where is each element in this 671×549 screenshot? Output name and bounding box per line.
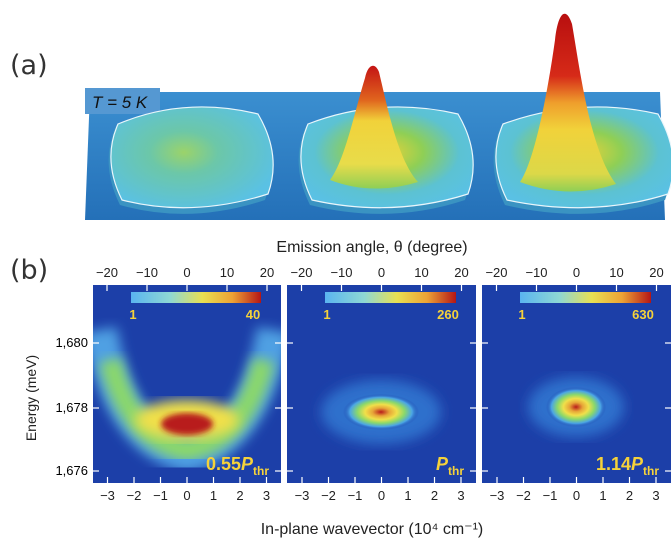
top-tick-label: 10 [609,265,623,280]
bottom-tick-label: 0 [573,488,580,503]
bottom-tick-label: 0 [183,488,190,503]
top-tick-label: 0 [573,265,580,280]
top-tick-label: −20 [96,265,118,280]
colorbar [131,292,261,303]
top-tick-label: −20 [290,265,312,280]
y-tick-label: 1,676 [55,463,88,478]
bottom-tick-label: −1 [348,488,363,503]
colorbar-min-label: 1 [518,307,525,322]
colorbar-max-label: 630 [632,307,654,322]
top-tick-label: 10 [414,265,428,280]
bottom-tick-label: −3 [100,488,115,503]
dispersion-map-low-power [93,285,281,483]
top-tick-label: 20 [649,265,663,280]
top-tick-label: 20 [454,265,468,280]
colorbar-max-label: 40 [246,307,260,322]
bottom-tick-label: −2 [127,488,142,503]
y-tick-label: 1,678 [55,400,88,415]
bottom-tick-label: 3 [652,488,659,503]
bottom-tick-label: 2 [236,488,243,503]
power-label: 0.55Pthr [206,454,269,478]
dispersion-map-threshold [287,285,476,483]
bottom-tick-label: 1 [599,488,606,503]
panel-b-label: (b) [10,255,49,286]
bottom-tick-label: 0 [378,488,385,503]
bottom-tick-label: −1 [543,488,558,503]
y-axis-title: Energy (meV) [23,355,39,441]
bottom-axis-title: In-plane wavevector (10⁴ cm⁻¹) [261,521,484,538]
panel-a-figure: T = 5 K [85,13,671,220]
colorbar-min-label: 1 [129,307,136,322]
dispersion-map-high-power [482,285,671,483]
temperature-label: T = 5 K [92,93,148,112]
bottom-tick-label: −2 [516,488,531,503]
bottom-tick-label: −3 [295,488,310,503]
colorbar-min-label: 1 [323,307,330,322]
top-tick-label: −10 [136,265,158,280]
colorbar-max-label: 260 [437,307,459,322]
top-tick-label: −20 [485,265,507,280]
top-tick-label: 0 [183,265,190,280]
bottom-tick-label: 3 [263,488,270,503]
panel-a-label: (a) [10,50,48,81]
bottom-tick-label: 1 [210,488,217,503]
surface-plot-low-power [108,106,274,214]
bottom-tick-label: 2 [431,488,438,503]
power-label: 1.14Pthr [596,454,659,478]
bottom-tick-label: 2 [626,488,633,503]
top-tick-label: 20 [260,265,274,280]
temperature-tag-bg [85,88,160,114]
power-label: Pthr [436,454,464,478]
bottom-tick-label: 1 [404,488,411,503]
bottom-tick-label: −2 [321,488,336,503]
surface-plot-high-power [493,13,671,214]
surface-plot-threshold [298,65,474,214]
top-tick-label: 10 [220,265,234,280]
bottom-tick-label: −3 [490,488,505,503]
bottom-tick-label: 3 [457,488,464,503]
colorbar [520,292,651,303]
top-axis-title: Emission angle, θ (degree) [276,239,467,256]
bottom-tick-label: −1 [153,488,168,503]
top-tick-label: −10 [525,265,547,280]
colorbar [325,292,456,303]
top-tick-label: −10 [330,265,352,280]
top-tick-label: 0 [378,265,385,280]
y-tick-label: 1,680 [55,335,88,350]
